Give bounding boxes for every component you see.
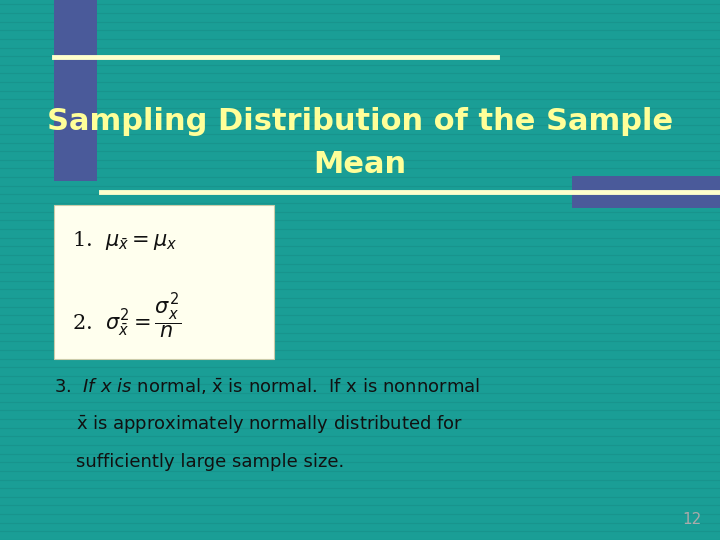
FancyBboxPatch shape — [572, 176, 720, 208]
FancyBboxPatch shape — [54, 0, 97, 181]
Text: Mean: Mean — [313, 150, 407, 179]
Text: $\bar{\mathrm{x}}$ is approximately normally distributed for: $\bar{\mathrm{x}}$ is approximately norm… — [76, 413, 463, 435]
Text: sufficiently large sample size.: sufficiently large sample size. — [76, 453, 344, 471]
Text: 12: 12 — [683, 511, 702, 526]
Text: 3.  $\mathit{If}\ \mathit{x}\ \mathit{is}$ normal, $\bar{\mathrm{x}}$ is normal.: 3. $\mathit{If}\ \mathit{x}\ \mathit{is}… — [54, 376, 480, 396]
Text: 1.  $\mu_{\bar{x}} = \mu_x$: 1. $\mu_{\bar{x}} = \mu_x$ — [72, 229, 177, 252]
Text: Sampling Distribution of the Sample: Sampling Distribution of the Sample — [47, 107, 673, 136]
Text: 2.  $\sigma^2_{\bar{x}} = \dfrac{\sigma^2_x}{n}$: 2. $\sigma^2_{\bar{x}} = \dfrac{\sigma^2… — [72, 291, 181, 341]
FancyBboxPatch shape — [54, 205, 274, 359]
